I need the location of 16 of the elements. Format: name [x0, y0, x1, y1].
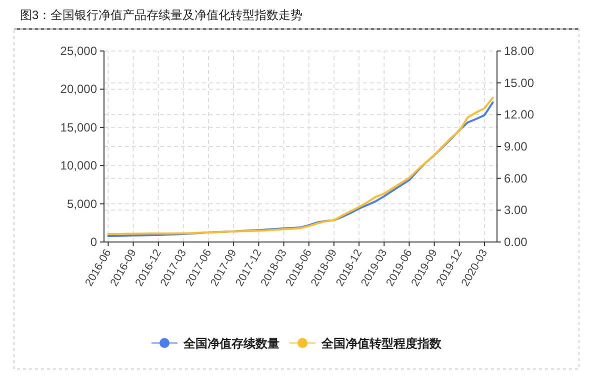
- legend-label: 全国净值转型程度指数: [320, 336, 442, 350]
- y-tick-label: 20,000: [60, 82, 98, 96]
- y-tick-label: 25,000: [60, 44, 98, 58]
- y2-tick-label: 15.00: [504, 76, 534, 90]
- y-tick-label: 15,000: [60, 120, 98, 134]
- y2-tick-label: 6.00: [504, 171, 528, 186]
- legend-label: 全国净值存续数量: [182, 336, 280, 350]
- y-tick-label: 0: [90, 235, 98, 249]
- y2-tick-label: 9.00: [504, 140, 528, 154]
- y2-tick-label: 12.00: [504, 108, 534, 122]
- y2-tick-label: 18.00: [504, 44, 534, 58]
- y2-tick-label: 3.00: [504, 203, 528, 218]
- chart-title: 图3：全国银行净值产品存续量及净值化转型指数走势: [20, 8, 303, 22]
- y-tick-label: 10,000: [60, 158, 98, 173]
- y-tick-label: 5,000: [66, 196, 98, 211]
- y2-tick-label: 0.00: [504, 235, 528, 249]
